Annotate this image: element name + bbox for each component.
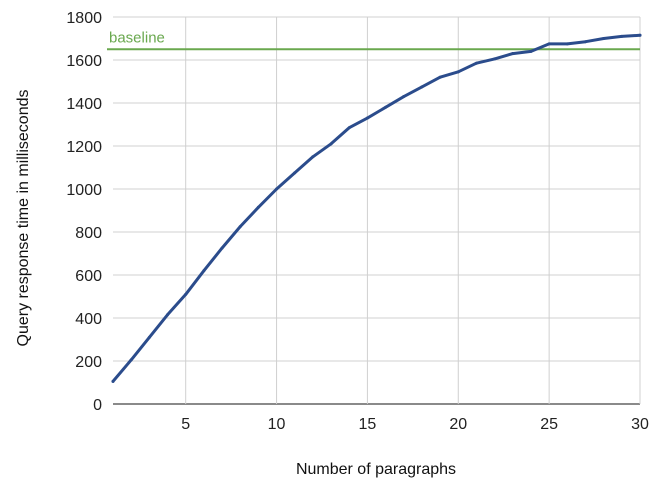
series-line	[111, 33, 642, 383]
data-point	[493, 57, 497, 61]
data-point	[547, 42, 551, 46]
y-tick-label: 1600	[66, 53, 102, 70]
x-tick-label: 25	[540, 416, 558, 433]
y-tick-label: 400	[75, 311, 102, 328]
data-point	[474, 61, 478, 65]
data-point	[565, 42, 569, 46]
data-point	[256, 205, 260, 209]
data-point	[238, 225, 242, 229]
data-point	[620, 34, 624, 38]
y-tick-label: 200	[75, 354, 102, 371]
data-point	[456, 70, 460, 74]
data-point	[420, 85, 424, 89]
data-point	[583, 40, 587, 44]
series-layer	[111, 33, 642, 383]
x-tick-labels: 5 10 15 20 25 30	[181, 416, 649, 433]
data-point	[347, 126, 351, 130]
data-point	[184, 292, 188, 296]
data-point	[529, 49, 533, 53]
y-tick-label: 0	[93, 397, 102, 414]
data-point	[293, 171, 297, 175]
data-point	[275, 187, 279, 191]
data-point	[111, 379, 115, 383]
grid	[113, 16, 641, 405]
data-point	[384, 105, 388, 109]
x-tick-label: 5	[181, 416, 190, 433]
data-point	[438, 75, 442, 79]
data-point	[638, 33, 642, 37]
y-tick-label: 1200	[66, 139, 102, 156]
data-point	[202, 269, 206, 273]
y-tick-label: 1800	[66, 10, 102, 27]
x-axis-title: Number of paragraphs	[296, 461, 456, 478]
y-tick-label: 600	[75, 268, 102, 285]
y-tick-label: 1000	[66, 182, 102, 199]
data-point	[402, 95, 406, 99]
data-point	[329, 142, 333, 146]
data-point	[602, 37, 606, 40]
data-point	[220, 246, 224, 250]
data-point	[166, 313, 170, 317]
x-tick-label: 10	[268, 416, 286, 433]
data-point	[129, 358, 133, 362]
y-tick-labels: 0 200 400 600 800 1000 1200 1400 1600 1800	[66, 10, 102, 414]
x-tick-label: 30	[631, 416, 649, 433]
y-axis-title: Query response time in milliseconds	[15, 90, 32, 347]
x-tick-label: 15	[359, 416, 377, 433]
baseline-reference: baseline	[107, 29, 640, 51]
baseline-label: baseline	[109, 29, 165, 46]
data-point	[365, 116, 369, 120]
data-point	[311, 155, 315, 159]
x-tick-label: 20	[449, 416, 467, 433]
y-tick-label: 800	[75, 225, 102, 242]
data-point	[147, 335, 151, 339]
data-point	[511, 52, 515, 56]
y-tick-label: 1400	[66, 96, 102, 113]
